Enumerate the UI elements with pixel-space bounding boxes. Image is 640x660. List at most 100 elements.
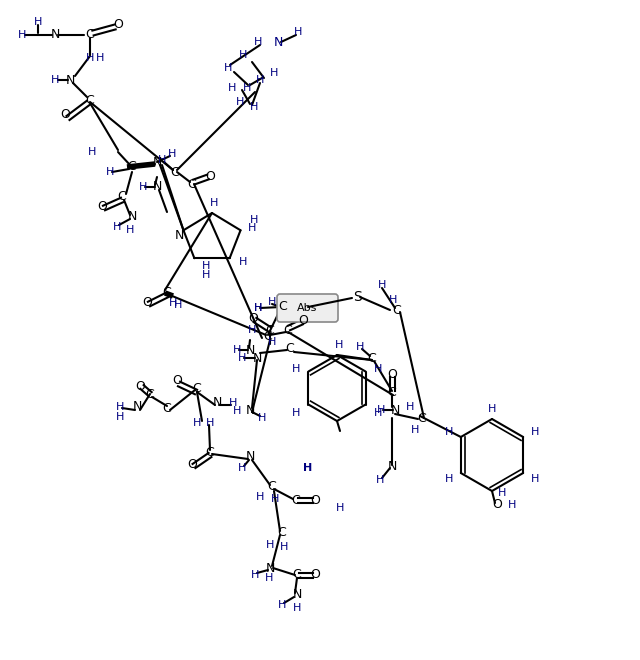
Text: N: N bbox=[152, 156, 162, 168]
Text: H: H bbox=[116, 412, 124, 422]
Text: H: H bbox=[293, 603, 301, 613]
Text: H: H bbox=[254, 303, 262, 313]
Text: N: N bbox=[292, 589, 301, 601]
Text: C: C bbox=[278, 300, 287, 314]
Text: H: H bbox=[96, 53, 104, 63]
Text: O: O bbox=[187, 457, 197, 471]
Text: H: H bbox=[174, 300, 182, 310]
Text: O: O bbox=[135, 381, 145, 393]
Text: O: O bbox=[387, 368, 397, 381]
Text: C: C bbox=[193, 381, 202, 395]
Text: O: O bbox=[310, 568, 320, 581]
Text: O: O bbox=[60, 108, 70, 121]
Text: H: H bbox=[292, 407, 301, 418]
Text: O: O bbox=[248, 312, 258, 325]
Text: H: H bbox=[531, 474, 540, 484]
Text: H: H bbox=[373, 407, 382, 418]
Text: H: H bbox=[294, 27, 302, 37]
Text: C: C bbox=[292, 494, 300, 506]
Text: H: H bbox=[292, 364, 301, 374]
Text: H: H bbox=[238, 463, 246, 473]
Text: H: H bbox=[250, 102, 258, 112]
Text: H: H bbox=[88, 147, 96, 157]
Text: N: N bbox=[273, 36, 283, 48]
Text: H: H bbox=[86, 53, 94, 63]
Text: N: N bbox=[252, 352, 262, 364]
Text: C: C bbox=[292, 568, 301, 581]
Text: H: H bbox=[248, 325, 256, 335]
Text: C: C bbox=[127, 160, 136, 174]
Text: H: H bbox=[335, 340, 343, 350]
Text: C: C bbox=[284, 323, 292, 337]
Text: H: H bbox=[280, 542, 288, 552]
Text: H: H bbox=[254, 37, 262, 47]
Text: H: H bbox=[224, 63, 232, 73]
Text: H: H bbox=[116, 402, 124, 412]
Text: N: N bbox=[390, 403, 400, 416]
Text: H: H bbox=[265, 573, 273, 583]
Text: H: H bbox=[378, 280, 386, 290]
Text: C: C bbox=[86, 94, 94, 106]
Text: H: H bbox=[258, 413, 266, 423]
Text: H: H bbox=[377, 405, 385, 415]
Text: H: H bbox=[243, 83, 251, 93]
Text: C: C bbox=[268, 480, 276, 494]
Text: C: C bbox=[367, 352, 376, 364]
Text: N: N bbox=[245, 343, 255, 356]
Text: H: H bbox=[498, 488, 506, 498]
Text: H: H bbox=[356, 342, 364, 352]
Text: C: C bbox=[146, 389, 154, 401]
Text: N: N bbox=[65, 73, 75, 86]
Text: H: H bbox=[248, 223, 257, 233]
Text: H: H bbox=[251, 570, 259, 580]
Text: C: C bbox=[392, 304, 401, 317]
Text: C: C bbox=[388, 387, 396, 399]
Text: H: H bbox=[169, 298, 177, 308]
Text: C: C bbox=[163, 401, 172, 414]
Text: H: H bbox=[411, 425, 419, 435]
Text: O: O bbox=[310, 494, 320, 506]
Text: H: H bbox=[278, 600, 286, 610]
Text: H: H bbox=[268, 297, 276, 307]
Text: N: N bbox=[132, 401, 141, 414]
Text: H: H bbox=[256, 492, 264, 502]
Text: H: H bbox=[158, 155, 166, 165]
Text: H: H bbox=[193, 418, 201, 428]
Text: H: H bbox=[389, 295, 397, 305]
Text: O: O bbox=[172, 374, 182, 387]
Text: H: H bbox=[445, 474, 453, 484]
Text: N: N bbox=[152, 180, 162, 193]
Text: H: H bbox=[238, 353, 246, 363]
Text: H: H bbox=[445, 427, 453, 437]
Text: C: C bbox=[118, 191, 126, 203]
Text: H: H bbox=[254, 303, 262, 313]
Text: H: H bbox=[239, 50, 247, 60]
Text: N: N bbox=[387, 461, 397, 473]
Text: C: C bbox=[163, 286, 172, 300]
Text: H: H bbox=[139, 182, 147, 192]
FancyBboxPatch shape bbox=[277, 294, 338, 322]
Text: N: N bbox=[245, 451, 255, 463]
Text: H: H bbox=[376, 475, 384, 485]
Text: H: H bbox=[406, 402, 414, 412]
Text: H: H bbox=[113, 222, 121, 232]
Text: H: H bbox=[488, 404, 496, 414]
Text: H: H bbox=[239, 257, 247, 267]
Text: C: C bbox=[188, 178, 196, 191]
Text: H: H bbox=[18, 30, 26, 40]
Text: H: H bbox=[256, 75, 264, 85]
Text: H: H bbox=[229, 398, 237, 408]
Text: H: H bbox=[206, 418, 214, 428]
Text: O: O bbox=[97, 201, 107, 213]
Text: C: C bbox=[171, 166, 179, 178]
Text: O: O bbox=[492, 498, 502, 512]
Text: H: H bbox=[51, 75, 59, 85]
Text: C: C bbox=[86, 28, 94, 42]
Text: N: N bbox=[175, 229, 184, 242]
Text: N: N bbox=[127, 211, 137, 224]
Text: H: H bbox=[270, 68, 278, 78]
Text: H: H bbox=[202, 261, 211, 271]
Text: H: H bbox=[233, 345, 241, 355]
Text: H: H bbox=[126, 225, 134, 235]
Text: H: H bbox=[268, 337, 276, 347]
